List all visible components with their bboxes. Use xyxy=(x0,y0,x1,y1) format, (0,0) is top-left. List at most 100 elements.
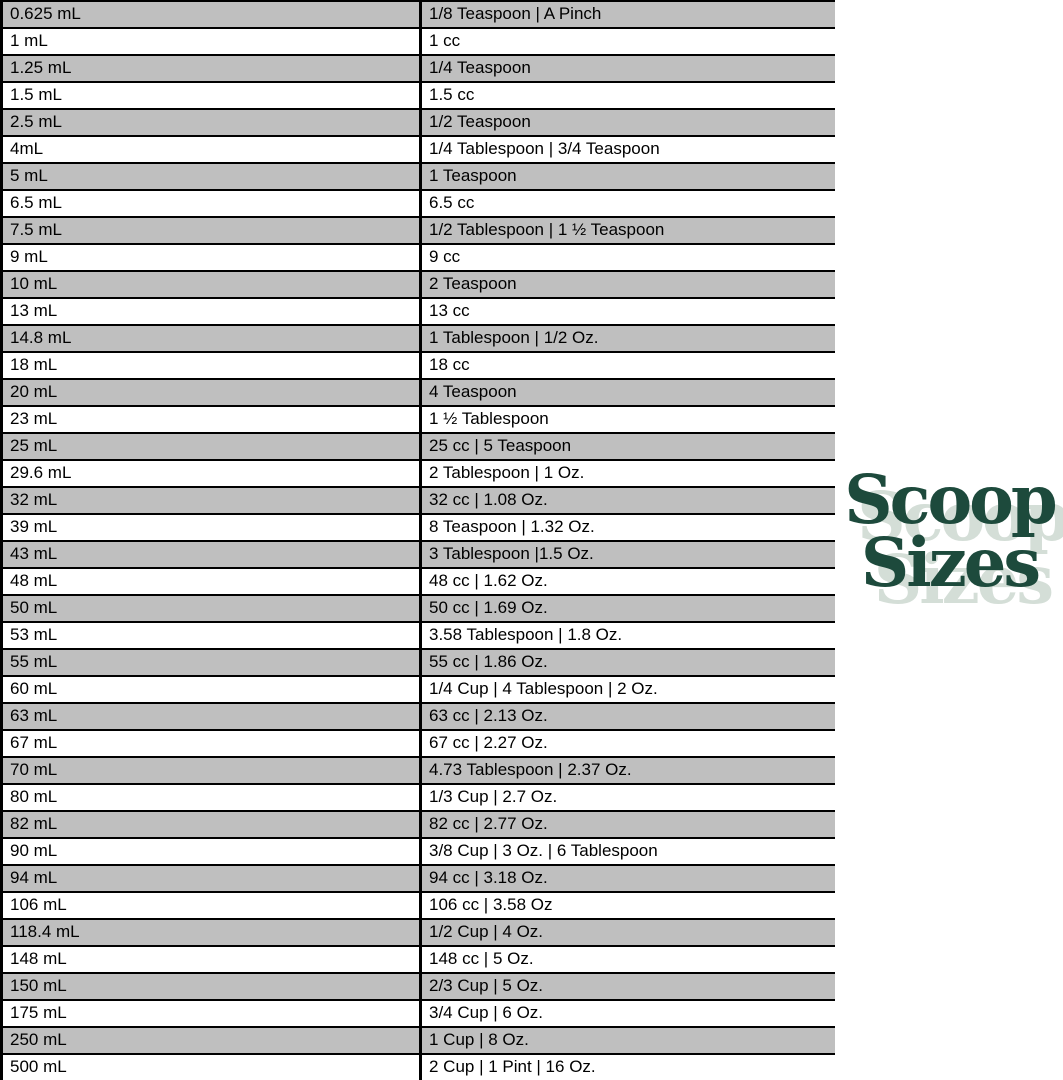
equivalent-cell: 2 Teaspoon xyxy=(420,270,835,298)
table-row: 250 mL 1 Cup | 8 Oz. xyxy=(1,1026,835,1054)
equivalent-cell: 1/4 Teaspoon xyxy=(420,54,835,82)
table-row: 60 mL 1/4 Cup | 4 Tablespoon | 2 Oz. xyxy=(1,675,835,703)
equivalent-cell: 13 cc xyxy=(420,297,835,325)
ml-cell: 1.25 mL xyxy=(1,54,422,82)
equivalent-cell: 1 cc xyxy=(420,27,835,55)
equivalent-cell: 32 cc | 1.08 Oz. xyxy=(420,486,835,514)
ml-cell: 148 mL xyxy=(1,945,422,973)
table-row: 50 mL 50 cc | 1.69 Oz. xyxy=(1,594,835,622)
table-row: 29.6 mL 2 Tablespoon | 1 Oz. xyxy=(1,459,835,487)
conversion-table-body: 0.625 mL 1/8 Teaspoon | A Pinch 1 mL 1 cc 1.… xyxy=(1,0,835,1080)
ml-cell: 29.6 mL xyxy=(1,459,422,487)
table-row: 32 mL 32 cc | 1.08 Oz. xyxy=(1,486,835,514)
ml-cell: 150 mL xyxy=(1,972,422,1000)
ml-cell: 10 mL xyxy=(1,270,422,298)
equivalent-cell: 25 cc | 5 Teaspoon xyxy=(420,432,835,460)
equivalent-cell: 6.5 cc xyxy=(420,189,835,217)
ml-cell: 250 mL xyxy=(1,1026,422,1054)
equivalent-cell: 55 cc | 1.86 Oz. xyxy=(420,648,835,676)
table-row: 1.5 mL 1.5 cc xyxy=(1,81,835,109)
table-row: 5 mL 1 Teaspoon xyxy=(1,162,835,190)
equivalent-cell: 50 cc | 1.69 Oz. xyxy=(420,594,835,622)
table-row: 39 mL 8 Teaspoon | 1.32 Oz. xyxy=(1,513,835,541)
table-row: 6.5 mL 6.5 cc xyxy=(1,189,835,217)
equivalent-cell: 4.73 Tablespoon | 2.37 Oz. xyxy=(420,756,835,784)
table-row: 106 mL 106 cc | 3.58 Oz xyxy=(1,891,835,919)
equivalent-cell: 1/2 Cup | 4 Oz. xyxy=(420,918,835,946)
ml-cell: 14.8 mL xyxy=(1,324,422,352)
ml-cell: 118.4 mL xyxy=(1,918,422,946)
table-row: 2.5 mL 1/2 Teaspoon xyxy=(1,108,835,136)
scoop-conversion-table: 0.625 mL 1/8 Teaspoon | A Pinch 1 mL 1 cc 1.… xyxy=(0,0,835,1080)
equivalent-cell: 1 Teaspoon xyxy=(420,162,835,190)
table-row: 43 mL 3 Tablespoon |1.5 Oz. xyxy=(1,540,835,568)
equivalent-cell: 2/3 Cup | 5 Oz. xyxy=(420,972,835,1000)
equivalent-cell: 3 Tablespoon |1.5 Oz. xyxy=(420,540,835,568)
table-row: 23 mL 1 ½ Tablespoon xyxy=(1,405,835,433)
equivalent-cell: 2 Tablespoon | 1 Oz. xyxy=(420,459,835,487)
table-row: 148 mL 148 cc | 5 Oz. xyxy=(1,945,835,973)
ml-cell: 70 mL xyxy=(1,756,422,784)
table-row: 150 mL 2/3 Cup | 5 Oz. xyxy=(1,972,835,1000)
ml-cell: 32 mL xyxy=(1,486,422,514)
table-row: 70 mL 4.73 Tablespoon | 2.37 Oz. xyxy=(1,756,835,784)
equivalent-cell: 1/2 Teaspoon xyxy=(420,108,835,136)
table-row: 55 mL 55 cc | 1.86 Oz. xyxy=(1,648,835,676)
ml-cell: 82 mL xyxy=(1,810,422,838)
ml-cell: 0.625 mL xyxy=(1,0,422,28)
equivalent-cell: 9 cc xyxy=(420,243,835,271)
table-row: 82 mL 82 cc | 2.77 Oz. xyxy=(1,810,835,838)
table-row: 1 mL 1 cc xyxy=(1,27,835,55)
equivalent-cell: 1 ½ Tablespoon xyxy=(420,405,835,433)
scoop-sizes-logo: Scoop Sizes xyxy=(836,460,1063,602)
ml-cell: 5 mL xyxy=(1,162,422,190)
equivalent-cell: 106 cc | 3.58 Oz xyxy=(420,891,835,919)
equivalent-cell: 94 cc | 3.18 Oz. xyxy=(420,864,835,892)
ml-cell: 1 mL xyxy=(1,27,422,55)
equivalent-cell: 1/4 Tablespoon | 3/4 Teaspoon xyxy=(420,135,835,163)
equivalent-cell: 1/4 Cup | 4 Tablespoon | 2 Oz. xyxy=(420,675,835,703)
equivalent-cell: 3/4 Cup | 6 Oz. xyxy=(420,999,835,1027)
ml-cell: 13 mL xyxy=(1,297,422,325)
ml-cell: 48 mL xyxy=(1,567,422,595)
equivalent-cell: 3.58 Tablespoon | 1.8 Oz. xyxy=(420,621,835,649)
ml-cell: 1.5 mL xyxy=(1,81,422,109)
logo-line-1: Scoop xyxy=(844,460,1057,539)
ml-cell: 39 mL xyxy=(1,513,422,541)
table-row: 10 mL 2 Teaspoon xyxy=(1,270,835,298)
ml-cell: 90 mL xyxy=(1,837,422,865)
table-row: 14.8 mL 1 Tablespoon | 1/2 Oz. xyxy=(1,324,835,352)
ml-cell: 6.5 mL xyxy=(1,189,422,217)
logo-line-2: Sizes xyxy=(860,523,1041,602)
ml-cell: 2.5 mL xyxy=(1,108,422,136)
ml-cell: 9 mL xyxy=(1,243,422,271)
ml-cell: 63 mL xyxy=(1,702,422,730)
equivalent-cell: 1/3 Cup | 2.7 Oz. xyxy=(420,783,835,811)
table-row: 9 mL 9 cc xyxy=(1,243,835,271)
table-row: 48 mL 48 cc | 1.62 Oz. xyxy=(1,567,835,595)
ml-cell: 500 mL xyxy=(1,1053,422,1080)
equivalent-cell: 63 cc | 2.13 Oz. xyxy=(420,702,835,730)
table-row: 94 mL 94 cc | 3.18 Oz. xyxy=(1,864,835,892)
equivalent-cell: 2 Cup | 1 Pint | 16 Oz. xyxy=(420,1053,835,1080)
equivalent-cell: 3/8 Cup | 3 Oz. | 6 Tablespoon xyxy=(420,837,835,865)
ml-cell: 20 mL xyxy=(1,378,422,406)
table-row: 175 mL 3/4 Cup | 6 Oz. xyxy=(1,999,835,1027)
ml-cell: 50 mL xyxy=(1,594,422,622)
table-row: 67 mL 67 cc | 2.27 Oz. xyxy=(1,729,835,757)
ml-cell: 175 mL xyxy=(1,999,422,1027)
equivalent-cell: 67 cc | 2.27 Oz. xyxy=(420,729,835,757)
ml-cell: 80 mL xyxy=(1,783,422,811)
table-row: 13 mL 13 cc xyxy=(1,297,835,325)
equivalent-cell: 1 Cup | 8 Oz. xyxy=(420,1026,835,1054)
table-row: 500 mL 2 Cup | 1 Pint | 16 Oz. xyxy=(1,1053,835,1080)
table-row: 63 mL 63 cc | 2.13 Oz. xyxy=(1,702,835,730)
table-row: 118.4 mL 1/2 Cup | 4 Oz. xyxy=(1,918,835,946)
table-row: 1.25 mL 1/4 Teaspoon xyxy=(1,54,835,82)
ml-cell: 23 mL xyxy=(1,405,422,433)
equivalent-cell: 1/8 Teaspoon | A Pinch xyxy=(420,0,835,28)
table-row: 90 mL 3/8 Cup | 3 Oz. | 6 Tablespoon xyxy=(1,837,835,865)
equivalent-cell: 1 Tablespoon | 1/2 Oz. xyxy=(420,324,835,352)
equivalent-cell: 148 cc | 5 Oz. xyxy=(420,945,835,973)
